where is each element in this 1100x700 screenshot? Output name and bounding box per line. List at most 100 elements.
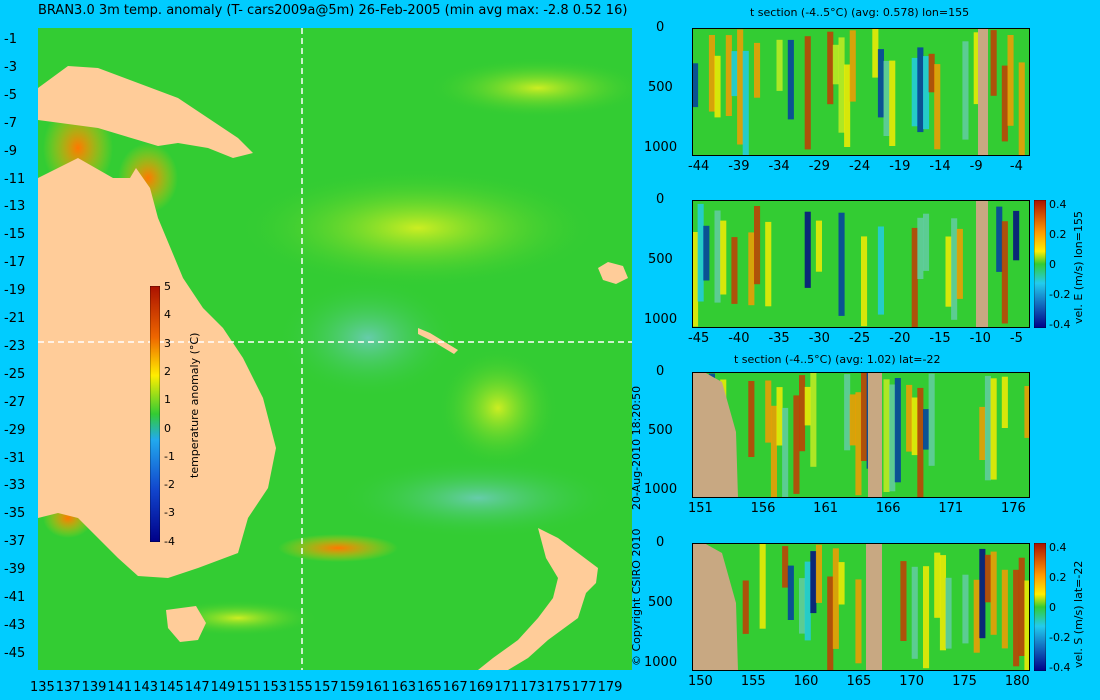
section-cell [917,387,924,498]
depth-tick-label: 500 [648,252,673,268]
section-cell [815,220,822,272]
lon-tick-label: 179 [597,680,623,695]
section-cell [742,580,749,634]
section-land-west [692,543,738,671]
section-x-tick-label: -40 [728,331,750,346]
velocity-colorbar-tick-label: 0.4 [1049,198,1067,211]
colorbar-tick-label: -4 [164,534,175,548]
section-cell [861,236,868,327]
section-x-tick-label: -9 [969,159,983,174]
section-cell [838,562,845,605]
depth-tick-label: 500 [648,80,673,96]
section-cell [889,384,896,492]
section-cell [1024,580,1030,671]
section-cell [973,579,980,653]
lon-tick-label: 143 [133,680,159,695]
section-cell [984,375,991,481]
velocity-colorbar-tick-label: 0 [1049,601,1056,614]
lat-tick-label: -41 [4,590,26,605]
lat-tick-label: -37 [4,534,26,550]
lat-tick-label: -27 [4,394,26,410]
section-frame [692,372,1030,498]
velocity-colorbar-tick-label: -0.4 [1049,661,1071,674]
colorbar-tick-label: 5 [164,280,171,293]
section-cell [889,60,896,146]
lon-tick-label: 161 [365,680,391,695]
section-cell [979,548,986,639]
colorbar-tick-label: -3 [164,506,175,520]
section-cell [934,64,941,150]
section-cell [1001,569,1008,649]
section-cell [923,566,930,669]
section-cell [849,394,856,446]
section-x-tick-label: -4 [1009,159,1023,174]
section-cell [714,55,721,118]
section-cell [692,232,699,327]
section-cell [770,405,777,498]
copyright: © Copyright CSIRO 2010 [630,528,643,666]
section-frame [692,200,1030,328]
section-x-tick-label: -45 [688,331,710,346]
section-cell [742,50,749,156]
lat-tick-label: -43 [4,617,26,633]
section-cell [1001,376,1008,428]
section-cell [804,386,811,426]
velocity-colorbar-tick-label: -0.2 [1049,288,1071,301]
section-cell [731,51,738,97]
section-x-tick-label: 151 [688,501,713,516]
colorbar-tick-label: -2 [164,478,175,492]
lon-tick-label: 165 [417,680,442,695]
section-cell [782,407,789,498]
section-land-column [978,28,988,156]
section-cell [1018,62,1025,156]
section-cell [917,47,924,133]
temperature-anomaly-map [38,28,632,670]
section-cell [804,211,811,288]
section-x-tick-label: -29 [808,159,830,174]
section-x-tick-label: -10 [969,331,991,346]
section-cell [787,565,794,620]
section-cell [1024,386,1030,438]
section-cell [832,44,839,85]
section-x-tick-label: -44 [688,159,710,174]
depth-tick-label: 500 [648,423,673,439]
lon-tick-label: 173 [520,680,546,695]
lat-tick-label: -3 [4,59,17,75]
island-land [598,262,628,284]
velocity-colorbar-tick-label: 0.2 [1049,228,1067,241]
section-panel-temp-lat22 [692,372,1030,498]
section-x-tick-label: 175 [952,674,977,689]
section-cell [703,225,710,281]
lon-tick-label: 137 [55,680,81,695]
lon-tick-label: 159 [339,680,365,695]
section-x-tick-label: -30 [808,331,830,346]
lon-tick-label: 153 [262,680,288,695]
section-cell [799,578,806,634]
section-cell [945,236,952,307]
section-cell [990,378,997,480]
velE-colorbar [1034,200,1046,328]
tasmania-land [166,606,206,642]
colorbar-tick-label: 4 [164,308,171,322]
map-title: BRAN3.0 3m temp. anomaly (T- cars2009a@5… [38,3,628,18]
section-cell [1007,35,1014,126]
section-cell [844,374,851,451]
lat-tick-label: -33 [4,478,26,494]
lon-tick-label: 139 [81,680,107,695]
section-cell [900,561,907,641]
velocity-colorbar-tick-label: -0.4 [1049,318,1071,331]
section-cell [748,232,755,306]
lat-tick-label: -35 [4,506,26,522]
section-cell [973,32,980,105]
section-cell [855,579,862,664]
velocity-colorbar-tick-label: 0.2 [1049,571,1067,584]
section-x-tick-label: -15 [929,331,951,346]
section-cell [917,217,924,279]
section-cell [793,395,800,494]
lon-tick-label: 147 [184,680,210,695]
lon-tick-label: 149 [210,680,236,695]
new-zealand-land [478,528,598,670]
section-x-tick-label: -19 [889,159,911,174]
depth-tick-label: 0 [656,364,665,379]
lon-tick-label: 135 [30,680,55,695]
